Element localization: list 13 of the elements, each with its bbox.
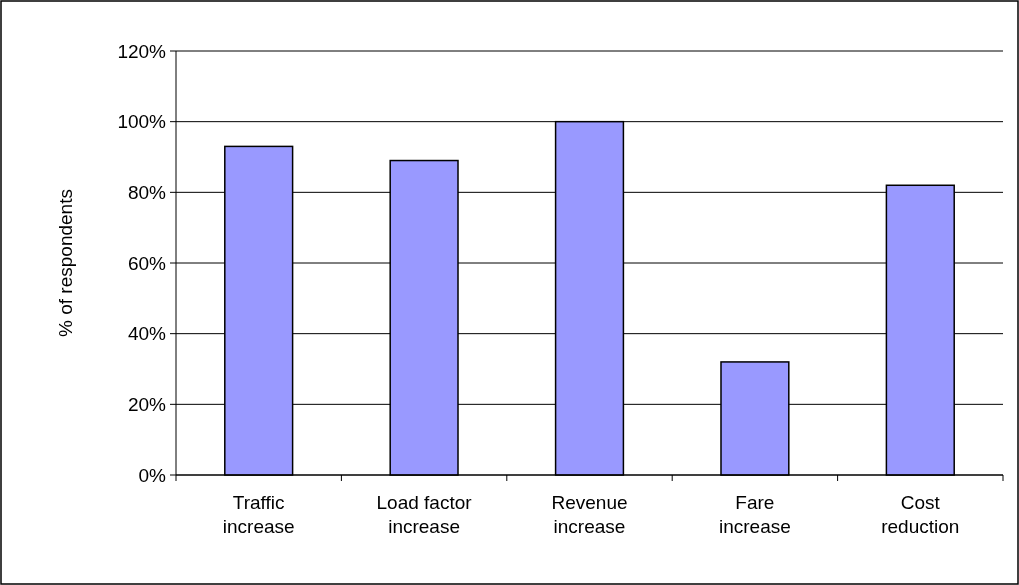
y-tick-label: 60% bbox=[127, 252, 167, 274]
y-tick-label: 120% bbox=[117, 40, 167, 62]
y-tick-label: 100% bbox=[117, 111, 167, 133]
x-tick-label: Fare increase bbox=[718, 492, 791, 537]
y-tick-label: 80% bbox=[127, 181, 167, 203]
x-tick-label: Traffic increase bbox=[222, 492, 295, 537]
x-tick-label: Cost reduction bbox=[881, 492, 960, 537]
y-tick-label: 40% bbox=[127, 323, 167, 345]
y-tick-label: 0% bbox=[138, 464, 167, 486]
x-tick-label: Load factor increase bbox=[376, 492, 473, 537]
y-axis-title: % of respondents bbox=[55, 189, 76, 337]
x-tick-label: Revenue increase bbox=[551, 492, 628, 537]
y-tick-label: 20% bbox=[127, 393, 167, 415]
